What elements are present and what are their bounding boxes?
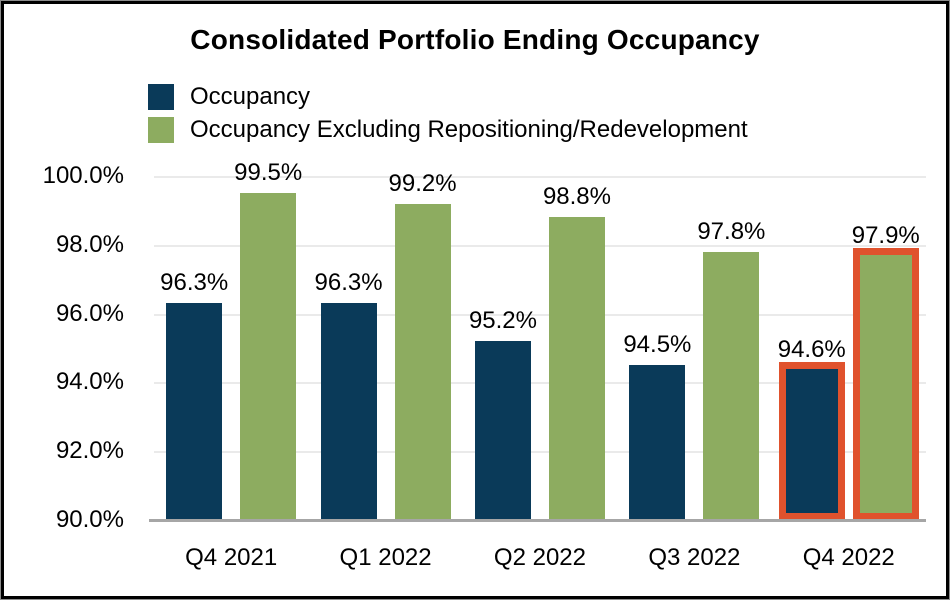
legend-item: Occupancy Excluding Repositioning/Redeve… [148,115,748,145]
y-axis-labels: 100.0% 98.0% 96.0% 94.0% 92.0% 90.0% [4,162,124,533]
y-tick-label: 98.0% [55,230,124,258]
legend-swatch-icon [148,117,174,143]
bar-group: 94.5% 97.8% [623,218,765,520]
gridline [154,176,926,178]
bars-container: 96.3% 99.5% 96.3% 99.2% 95.2% 98.8% 94.5% 97.8%… [154,159,926,520]
y-tick-label: 96.0% [55,299,124,327]
gridline [154,244,926,247]
data-label: 98.8% [542,183,611,211]
data-label: 97.8% [697,217,766,245]
bar-occupancy-excluding: 97.9% [852,222,920,520]
x-axis-line [149,519,926,522]
legend-label: Occupancy [190,83,311,110]
bar-group: 96.3% 99.5% [160,159,302,520]
x-tick-label: Q1 2022 [339,544,432,571]
data-label: 95.2% [468,307,537,335]
bar-occupancy-excluding: 97.8% [697,218,765,520]
bar-occupancy-excluding: 99.2% [389,170,457,520]
x-tick-label: Q3 2022 [648,544,741,571]
gridline [154,313,926,316]
bar-occupancy: 94.6% [778,336,846,520]
bar-occupancy: 94.5% [623,331,691,520]
gridline [154,382,926,385]
data-label: 94.6% [777,335,846,363]
chart-title: Consolidated Portfolio Ending Occupancy [190,24,760,55]
bar-group: 96.3% 99.2% [315,170,457,520]
data-label: 97.9% [851,222,920,250]
data-label: 99.2% [388,169,457,197]
data-label: 94.5% [623,331,692,359]
x-axis-labels: Q4 2021 Q1 2022 Q2 2022 Q3 2022 Q4 2022 [154,544,926,572]
data-label: 96.3% [314,269,383,297]
legend-item: Occupancy [148,82,748,112]
x-tick-label: Q4 2021 [185,544,278,571]
data-label: 96.3% [160,269,229,297]
legend-label: Occupancy Excluding Repositioning/Redeve… [190,116,748,143]
legend: Occupancy Occupancy Excluding Repositioni… [148,82,748,148]
bar-occupancy-excluding: 99.5% [234,159,302,520]
y-tick-label: 100.0% [42,162,124,189]
data-label: 99.5% [234,159,303,187]
bar-group: 94.6% 97.9% [778,222,920,520]
legend-swatch-icon [148,84,174,110]
gridline [154,451,926,454]
y-tick-label: 94.0% [55,368,124,396]
bar-group: 95.2% 98.8% [469,183,611,520]
bar-occupancy: 96.3% [315,269,383,520]
x-tick-label: Q2 2022 [493,544,586,571]
bar-occupancy: 95.2% [469,307,537,520]
y-tick-label: 92.0% [55,437,124,465]
x-tick-label: Q4 2022 [802,544,895,571]
bar-occupancy-excluding: 98.8% [543,183,611,520]
y-tick-label: 90.0% [55,506,124,533]
plot-area: 96.3% 99.5% 96.3% 99.2% 95.2% 98.8% 94.5% 97.8%… [149,159,926,522]
bar-occupancy: 96.3% [160,269,228,520]
